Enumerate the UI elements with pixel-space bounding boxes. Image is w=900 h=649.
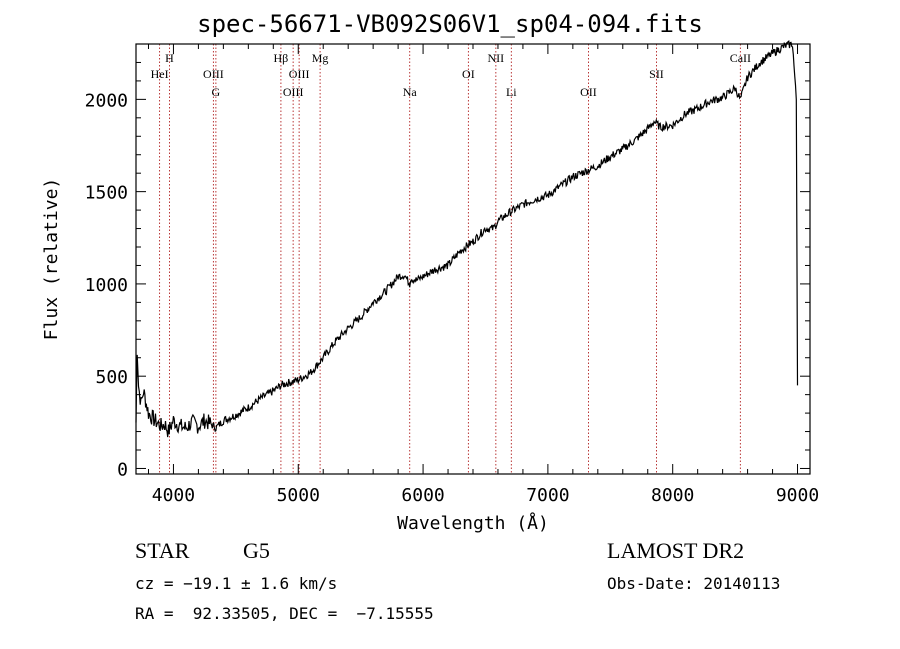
spectral-line-label: OIII	[203, 67, 224, 81]
x-tick-label: 8000	[651, 485, 694, 506]
y-axis-label: Flux (relative)	[41, 178, 62, 341]
spectral-line-label: G	[212, 85, 221, 99]
spectral-line-label: OIII	[283, 85, 304, 99]
x-tick-label: 9000	[776, 485, 819, 506]
spectrum-series-line	[135, 40, 799, 438]
x-tick-label: 7000	[526, 485, 569, 506]
spectral-line-label: NII	[488, 51, 505, 65]
survey-name: LAMOST DR2	[607, 538, 745, 563]
y-tick-label: 2000	[85, 90, 128, 111]
spectral-line-label: Li	[506, 85, 517, 99]
spectral-line-label: H	[165, 51, 174, 65]
x-axis-label: Wavelength (Å)	[397, 512, 549, 534]
y-tick-label: 0	[117, 459, 128, 480]
spectral-line-label: Na	[403, 85, 418, 99]
chart-title: spec-56671-VB092S06V1_sp04-094.fits	[197, 10, 703, 38]
coordinates-text: RA = 92.33505, DEC = −7.15555	[135, 604, 434, 623]
redshift-text: cz = −19.1 ± 1.6 km/s	[135, 574, 338, 593]
spectral-line-label: OIII	[289, 67, 310, 81]
spectral-line-label: OI	[462, 67, 475, 81]
x-tick-label: 4000	[152, 485, 195, 506]
spectral-line-markers	[159, 44, 741, 474]
object-subclass: G5	[243, 538, 270, 563]
spectral-line-label: Mg	[312, 51, 329, 65]
y-tick-label: 500	[95, 367, 128, 388]
object-class: STAR	[135, 538, 190, 563]
y-tick-label: 1000	[85, 275, 128, 296]
axis-ticks: 4000 5000 6000 7000 8000 9000 0 500 1000 1500 2000	[85, 44, 819, 506]
spectral-line-label: SII	[649, 67, 664, 81]
spectral-line-label: CaII	[730, 51, 751, 65]
x-tick-label: 5000	[277, 485, 320, 506]
observation-date: Obs-Date: 20140113	[607, 574, 781, 593]
y-tick-label: 1500	[85, 183, 128, 204]
spectral-line-label: OII	[580, 85, 597, 99]
spectral-line-label: HeI	[151, 67, 169, 81]
spectral-line-label: Hβ	[274, 51, 289, 65]
plot-frame	[135, 43, 811, 475]
x-tick-label: 6000	[401, 485, 444, 506]
